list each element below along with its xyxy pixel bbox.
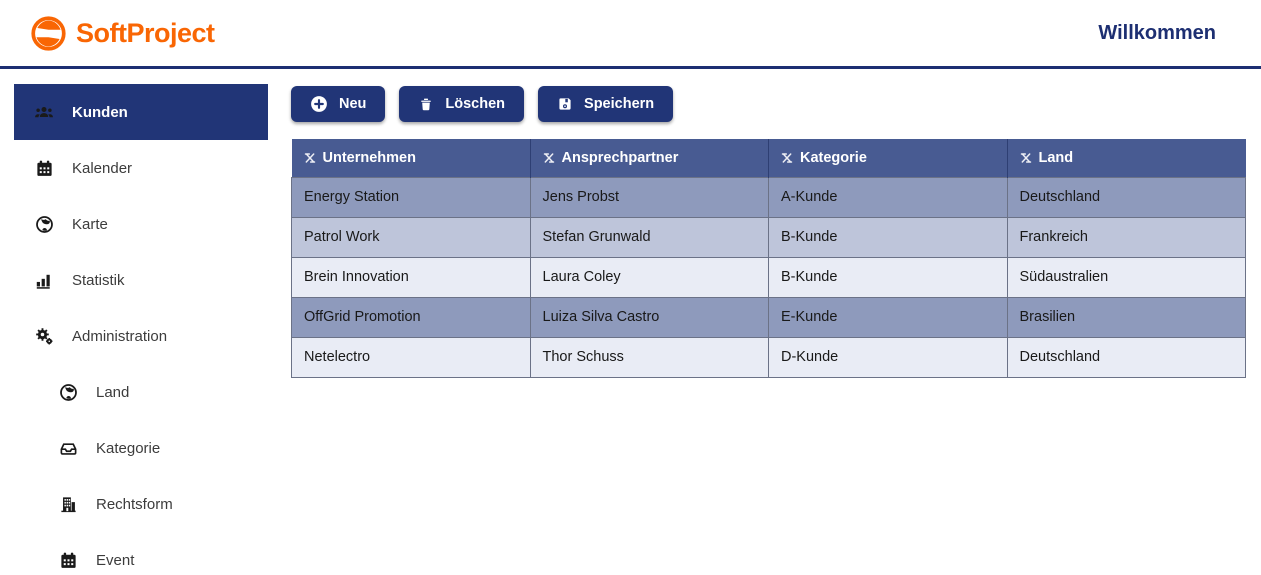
cell-kategorie[interactable]: B-Kunde [768, 256, 1008, 298]
sidebar: Kunden Kalender [0, 69, 283, 575]
column-label: Kategorie [800, 149, 867, 166]
new-button[interactable]: Neu [291, 86, 386, 122]
customers-table: Unternehmen Ansprechpartner [291, 139, 1246, 378]
cell-kategorie[interactable]: A-Kunde [768, 176, 1008, 218]
sidebar-item-label: Kalender [72, 159, 133, 177]
column-header-kategorie[interactable]: Kategorie [768, 139, 1008, 177]
button-label: Neu [339, 96, 367, 112]
table-row[interactable]: Netelectro Thor Schuss D-Kunde Deutschla… [291, 336, 1246, 378]
table-row[interactable]: Patrol Work Stefan Grunwald B-Kunde Fran… [291, 216, 1246, 258]
sidebar-item-land[interactable]: Land [14, 364, 268, 420]
sidebar-item-label: Administration [72, 327, 168, 345]
column-label: Land [1038, 149, 1074, 166]
sidebar-item-kategorie[interactable]: Kategorie [14, 420, 268, 476]
sidebar-item-karte[interactable]: Karte [14, 196, 268, 252]
sidebar-item-label: Event [96, 551, 135, 569]
cell-ansprechpartner[interactable]: Stefan Grunwald [529, 216, 769, 258]
tray-icon [58, 438, 78, 458]
table-header: Unternehmen Ansprechpartner [291, 139, 1246, 177]
toolbar: Neu Löschen Speichern [291, 86, 1246, 122]
welcome-text: Willkommen [1098, 21, 1216, 44]
cell-kategorie[interactable]: E-Kunde [768, 296, 1008, 338]
header-divider [0, 66, 1261, 69]
main-content: Neu Löschen Speichern [283, 69, 1261, 575]
cell-ansprechpartner[interactable]: Laura Coley [529, 256, 769, 298]
sort-arrows-icon[interactable] [781, 152, 793, 164]
sidebar-item-label: Karte [72, 215, 108, 233]
people-icon [34, 102, 54, 122]
cell-land[interactable]: Südaustralien [1006, 256, 1246, 298]
calendar-icon [58, 550, 78, 570]
save-button[interactable]: Speichern [538, 86, 674, 122]
cell-kategorie[interactable]: D-Kunde [768, 336, 1008, 378]
bar-chart-icon [34, 270, 54, 290]
sort-arrows-icon[interactable] [543, 152, 555, 164]
table-row[interactable]: OffGrid Promotion Luiza Silva Castro E-K… [291, 296, 1246, 338]
sidebar-item-label: Kategorie [96, 439, 161, 457]
cell-land[interactable]: Frankreich [1006, 216, 1246, 258]
sidebar-item-statistik[interactable]: Statistik [14, 252, 268, 308]
brand: SoftProject [30, 15, 215, 52]
plus-circle-icon [311, 96, 327, 112]
cell-land[interactable]: Deutschland [1006, 176, 1246, 218]
column-header-ansprechpartner[interactable]: Ansprechpartner [530, 139, 769, 177]
sidebar-item-label: Statistik [72, 271, 125, 289]
cell-ansprechpartner[interactable]: Luiza Silva Castro [529, 296, 769, 338]
sort-arrows-icon[interactable] [1020, 152, 1032, 164]
cell-unternehmen[interactable]: Patrol Work [291, 216, 531, 258]
cell-land[interactable]: Brasilien [1006, 296, 1246, 338]
cell-ansprechpartner[interactable]: Thor Schuss [529, 336, 769, 378]
softproject-logo-icon [31, 15, 66, 51]
table-row[interactable]: Brein Innovation Laura Coley B-Kunde Süd… [291, 256, 1246, 298]
delete-button[interactable]: Löschen [399, 86, 525, 122]
cell-unternehmen[interactable]: Brein Innovation [291, 256, 531, 298]
calendar-icon [34, 158, 54, 178]
cell-unternehmen[interactable]: Energy Station [291, 176, 531, 218]
table-row[interactable]: Energy Station Jens Probst A-Kunde Deuts… [291, 176, 1246, 218]
sidebar-item-event[interactable]: Event [14, 532, 268, 575]
button-label: Speichern [584, 96, 655, 112]
gears-icon [34, 326, 54, 346]
sidebar-item-administration[interactable]: Administration [14, 308, 268, 364]
sidebar-item-label: Kunden [72, 103, 128, 121]
building-icon [58, 494, 78, 514]
globe-icon [58, 382, 78, 402]
globe-icon [34, 214, 54, 234]
column-label: Unternehmen [322, 149, 416, 166]
sidebar-item-kunden[interactable]: Kunden [14, 84, 268, 140]
cell-unternehmen[interactable]: Netelectro [291, 336, 531, 378]
save-icon [559, 98, 571, 110]
sort-arrows-icon[interactable] [304, 152, 316, 164]
brand-name: SoftProject [76, 17, 215, 48]
app-header: SoftProject Willkommen [0, 0, 1261, 66]
cell-ansprechpartner[interactable]: Jens Probst [529, 176, 769, 218]
cell-land[interactable]: Deutschland [1006, 336, 1246, 378]
cell-kategorie[interactable]: B-Kunde [768, 216, 1008, 258]
column-header-unternehmen[interactable]: Unternehmen [291, 139, 531, 177]
trash-icon [421, 98, 432, 111]
sidebar-item-kalender[interactable]: Kalender [14, 140, 268, 196]
button-label: Löschen [445, 96, 506, 112]
sidebar-item-label: Rechtsform [96, 495, 173, 513]
sidebar-item-label: Land [96, 383, 130, 401]
column-header-land[interactable]: Land [1007, 139, 1246, 177]
sidebar-item-rechtsform[interactable]: Rechtsform [14, 476, 268, 532]
column-label: Ansprechpartner [561, 149, 679, 166]
cell-unternehmen[interactable]: OffGrid Promotion [291, 296, 531, 338]
